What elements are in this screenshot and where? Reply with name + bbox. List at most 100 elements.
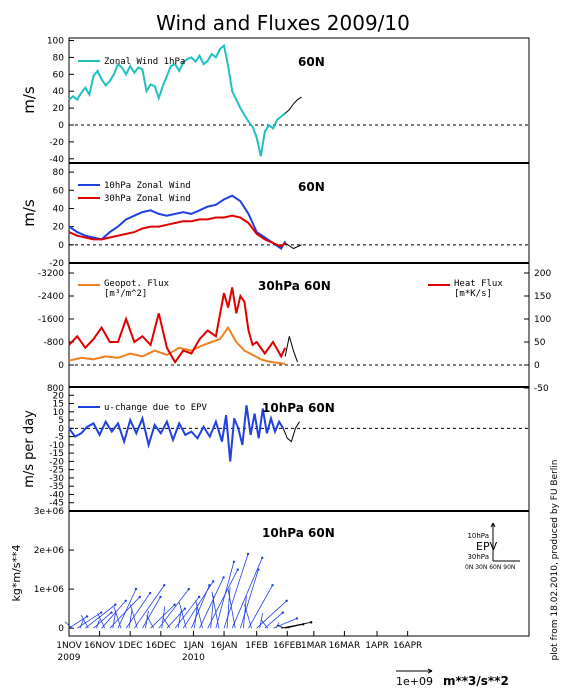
epv-vector <box>195 600 203 629</box>
epv-vector-head <box>124 599 127 603</box>
p3-legend-label-1a: Geopot. Flux <box>104 279 170 289</box>
p3-lat: 30hPa 60N <box>258 279 331 293</box>
x-tick-label: 16APR <box>393 641 422 651</box>
p1-lat: 60N <box>298 55 325 69</box>
epv-vector-head <box>173 603 176 606</box>
epv-vector <box>226 587 231 629</box>
epv-vector <box>210 595 215 629</box>
epv-vector <box>177 610 182 629</box>
y-tick-label: 80 <box>53 168 65 178</box>
epv-vector-head <box>236 568 239 571</box>
epv-vector <box>194 604 198 629</box>
epv-vector <box>117 588 137 629</box>
x-tick-year: 2009 <box>58 653 81 663</box>
x-tick-label: 16MAR <box>329 641 361 651</box>
epv-vector-head <box>232 560 236 563</box>
y-tick-label: -5 <box>55 433 64 443</box>
y-tick-label: -1600 <box>38 315 64 325</box>
p4-lat: 10hPa 60N <box>262 401 335 415</box>
y-tick-label: 0 <box>58 624 64 634</box>
p3-extra-label: 800 <box>47 384 64 394</box>
inset-y1: 10hPa <box>467 532 489 540</box>
epv-vector <box>182 581 214 629</box>
p1-ylabel: m/s <box>20 86 38 114</box>
y-tick-label: -40 <box>49 490 64 500</box>
y-tick-label: -3200 <box>38 269 64 279</box>
scale-label: 1e+09 <box>396 675 433 688</box>
epv-vector <box>260 619 269 629</box>
epv-vector <box>191 585 210 629</box>
epv-vector-head <box>110 611 113 614</box>
epv-vector <box>128 608 133 629</box>
epv-vector-head <box>208 584 211 587</box>
y-tick-label: -20 <box>49 457 64 467</box>
x-tick-label: 16FEB <box>273 641 302 651</box>
x-tick-label: 16DEC <box>146 641 176 651</box>
p3-legend-label-2b: [m*K/s] <box>454 289 492 299</box>
y-tick-label: -45 <box>49 499 64 509</box>
epv-vector-head <box>222 576 225 579</box>
p3-legend-label-2a: Heat Flux <box>454 279 503 289</box>
epv-vector-head <box>295 617 299 620</box>
epv-vector-head <box>134 587 138 591</box>
y-tick-label: -15 <box>49 449 64 459</box>
epv-vector <box>162 617 171 629</box>
epv-vector <box>276 624 285 629</box>
p2-series <box>68 194 287 250</box>
p2-legend-label-2: 30hPa Zonal Wind <box>104 194 191 204</box>
epv-vector <box>211 591 220 629</box>
epv-vector <box>256 600 287 629</box>
zero-lines <box>69 124 529 429</box>
y-tick-label: 60 <box>53 70 65 80</box>
x-tick-label: 16JAN <box>211 641 238 651</box>
y-tick-label: 0 <box>58 361 64 371</box>
y-axis-tick-labels: 100806040200-20-40806040200-20-3200-2400… <box>34 37 552 635</box>
epv-vector <box>112 610 117 629</box>
p4-legend-label: u-change due to EPV <box>104 403 208 413</box>
epv-vector <box>281 621 312 629</box>
epv-vector-head <box>159 595 162 599</box>
y-tick-label: 10 <box>53 408 65 418</box>
epv-vector-head <box>99 611 103 614</box>
epv-vector-head <box>187 587 190 591</box>
x-tick-label: 1NOV <box>56 641 82 651</box>
p4-series <box>282 421 300 443</box>
epv-vector <box>113 606 122 629</box>
epv-vector <box>129 604 138 629</box>
y-tick-label: 1e+06 <box>34 585 65 595</box>
epv-vector <box>259 613 264 629</box>
x-tick-label: 1DEC <box>118 641 143 651</box>
epv-vector <box>145 610 149 629</box>
y-tick-label: 5 <box>58 416 64 426</box>
y-right-tick-label: 100 <box>534 315 551 325</box>
x-axis-ticks <box>68 631 409 636</box>
epv-vector-head <box>85 615 89 618</box>
y-tick-label: -2400 <box>38 292 64 302</box>
epv-vector <box>288 625 292 629</box>
y-right-tick-label: 200 <box>534 269 551 279</box>
inset-y2: 30hPa <box>467 553 489 561</box>
y-tick-label: 60 <box>53 186 65 196</box>
epv-vector-head <box>212 580 215 583</box>
epv-vector <box>285 623 304 629</box>
epv-vector <box>142 596 161 629</box>
p3-legend-label-1b: [m³/m^2] <box>104 289 147 299</box>
y-tick-label: -800 <box>44 338 65 348</box>
x-tick-year: 2010 <box>182 653 205 663</box>
epv-vector <box>264 612 284 629</box>
y-tick-label: 20 <box>53 391 65 401</box>
p2-legend-label-1: 10hPa Zonal Wind <box>104 181 191 191</box>
inset-epv: EPV <box>476 540 498 553</box>
p2-series <box>68 214 286 248</box>
epv-vector <box>207 569 239 629</box>
p1-series <box>68 43 286 157</box>
x-tick-label: 1FEB <box>245 641 268 651</box>
y-tick-label: 20 <box>53 104 65 114</box>
p2-series <box>284 242 302 250</box>
epv-vector <box>231 557 263 629</box>
epv-vector <box>199 577 224 629</box>
epv-vector-head <box>138 595 141 599</box>
x-tick-label: 1JAN <box>183 641 204 651</box>
y-tick-label: 100 <box>47 37 64 47</box>
y-tick-label: 3e+06 <box>34 507 65 517</box>
